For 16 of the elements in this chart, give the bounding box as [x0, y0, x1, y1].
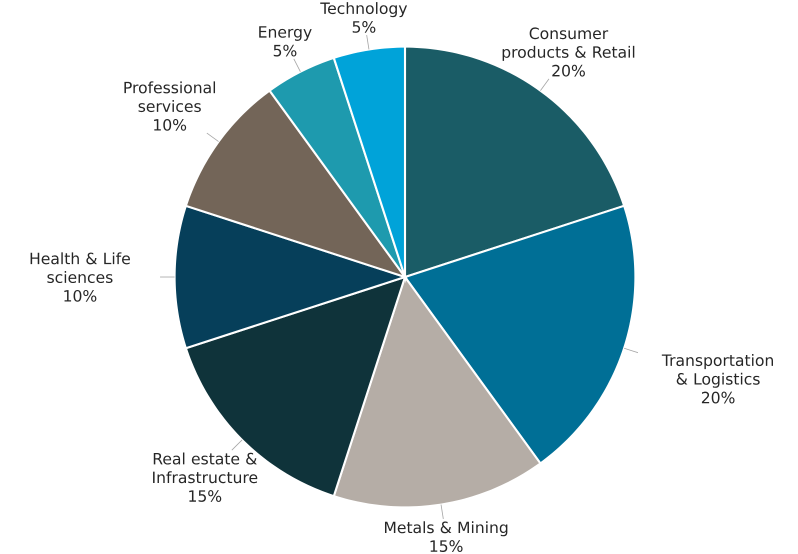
slice-label: Professional services [124, 81, 216, 112]
slice-label: Health & Life sciences [30, 252, 130, 284]
slice-label: Consumer products & Retail [502, 27, 634, 61]
data-label: 15% [430, 540, 463, 552]
data-label: 15% [189, 490, 222, 502]
data-label: 10% [154, 118, 186, 131]
data-label: 20% [702, 392, 735, 404]
slice-label: Real estate & Infrastructure [153, 452, 258, 484]
data-label: 10% [64, 290, 96, 302]
slice-label: Technology [320, 2, 408, 18]
data-label: 20% [552, 64, 585, 77]
data-label: 5% [274, 44, 296, 56]
slice-label: Energy [259, 26, 312, 41]
data-label: 5% [352, 21, 376, 33]
slice-label: Transportation & Logistics [662, 354, 773, 388]
slice-label: Metals & Mining [384, 521, 508, 536]
